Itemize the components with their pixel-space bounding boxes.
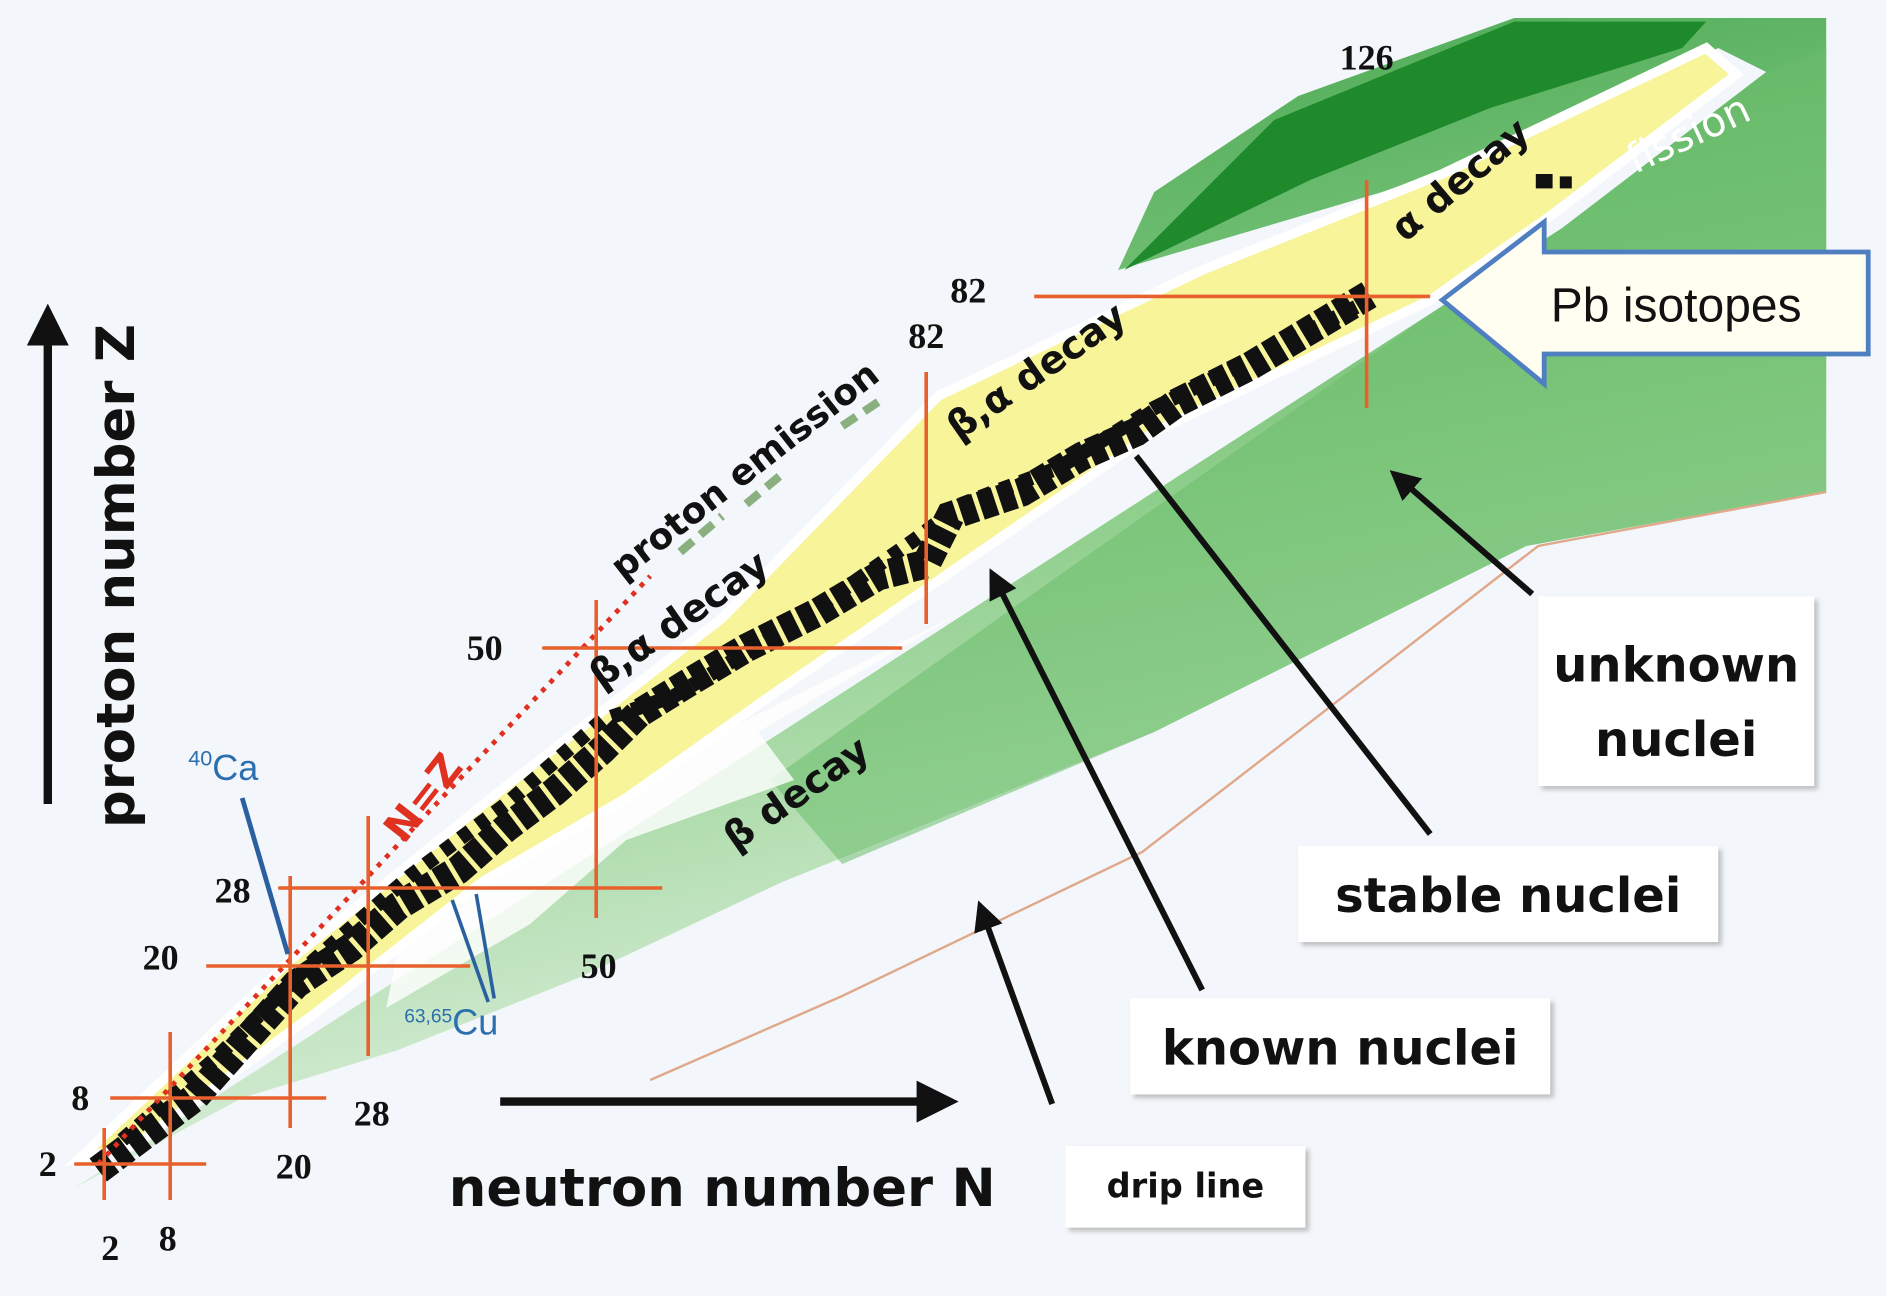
magic-n: 50 — [581, 946, 617, 986]
page: {"axes": {"y_label": "proton number Z", … — [0, 0, 1886, 1296]
callout: Pb isotopes — [1551, 280, 1802, 333]
callout: drip line — [1107, 1167, 1265, 1206]
magic-z: 28 — [215, 870, 251, 910]
callout: nuclei — [1595, 712, 1757, 768]
magic-n: 2 — [101, 1228, 119, 1268]
magic-z: 82 — [950, 270, 986, 310]
fission-mark — [1536, 174, 1553, 188]
x-axis-label: neutron number N — [449, 1158, 996, 1219]
magic-n: 28 — [354, 1094, 390, 1134]
magic-z: 50 — [467, 628, 503, 668]
callout: unknown — [1553, 638, 1799, 694]
magic-n: 126 — [1340, 38, 1394, 78]
fission-mark — [1560, 176, 1572, 188]
mass-number: 63,65 — [404, 1006, 452, 1027]
callout: stable nuclei — [1335, 868, 1681, 924]
symbol: Cu — [452, 1001, 498, 1042]
magic-n: 20 — [276, 1146, 312, 1186]
y-axis-label: proton number Z — [86, 324, 147, 828]
magic-z: 8 — [71, 1078, 89, 1118]
magic-z: 20 — [143, 938, 179, 978]
magic-n: 8 — [159, 1218, 177, 1258]
mass-number: 40 — [188, 746, 212, 771]
magic-n: 82 — [908, 316, 944, 356]
nuclide-chart: 2 8 20 28 50 82 2 8 20 28 50 82 126 prot… — [0, 0, 1886, 1296]
symbol: Ca — [212, 747, 259, 788]
magic-z: 2 — [39, 1144, 57, 1184]
callout: known nuclei — [1162, 1020, 1519, 1076]
